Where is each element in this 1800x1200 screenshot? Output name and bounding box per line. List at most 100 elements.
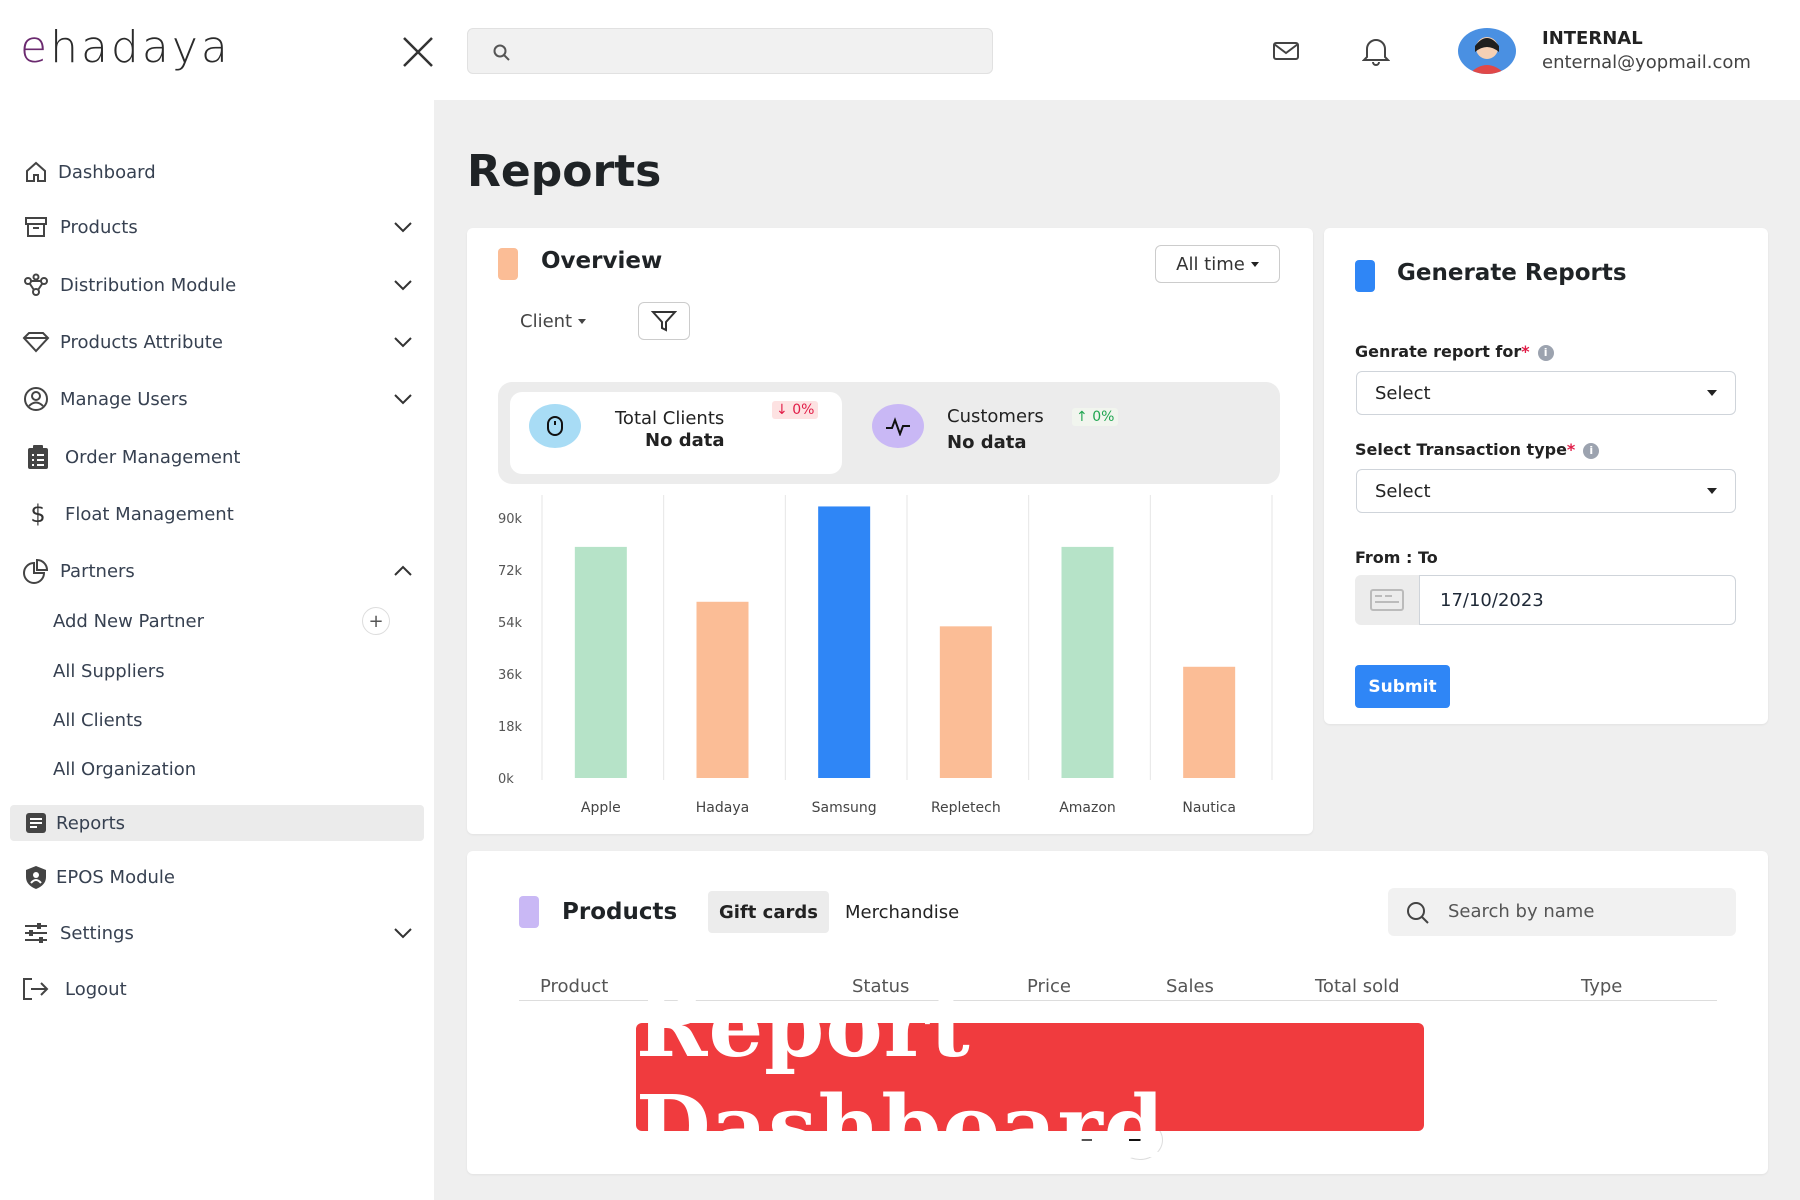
sidebar-item-label: Dashboard — [58, 161, 156, 183]
search-icon — [493, 44, 510, 61]
column-header-type[interactable]: Type — [1581, 976, 1623, 997]
search-icon — [1407, 902, 1429, 924]
sidebar-item-all-organization[interactable]: All Organization — [0, 747, 434, 791]
generate-title: Generate Reports — [1397, 260, 1627, 286]
column-header-price[interactable]: Price — [1027, 976, 1071, 997]
generate-marker — [1355, 260, 1375, 292]
filter-icon — [651, 311, 677, 332]
sidebar-item-all-suppliers[interactable]: All Suppliers — [0, 649, 434, 693]
bar-nautica[interactable] — [1183, 666, 1236, 778]
sidebar-item-products[interactable]: Products — [0, 205, 434, 249]
mail-icon[interactable] — [1272, 38, 1300, 64]
shield-icon — [22, 863, 50, 891]
filter-button[interactable] — [638, 302, 690, 340]
box-icon — [22, 213, 50, 241]
bar-apple[interactable] — [574, 546, 627, 778]
plus-icon[interactable]: + — [362, 607, 390, 635]
client-dropdown[interactable]: Client — [520, 305, 587, 337]
sidebar-item-label: Add New Partner — [53, 610, 204, 632]
bell-icon[interactable] — [1362, 36, 1390, 66]
column-header-status[interactable]: Status — [852, 976, 910, 997]
avatar[interactable] — [1458, 28, 1516, 74]
sidebar-item-label: All Suppliers — [53, 660, 165, 682]
sidebar-item-epos-module[interactable]: EPOS Module — [0, 855, 434, 899]
logout-icon — [22, 975, 50, 1003]
bar-amazon[interactable] — [1061, 546, 1114, 778]
tab-merchandise[interactable]: Merchandise — [845, 901, 960, 923]
sidebar-item-settings[interactable]: Settings — [0, 911, 434, 955]
caret-down-icon — [1707, 488, 1717, 494]
dollar-icon: $ — [30, 500, 46, 528]
submit-button[interactable]: Submit — [1355, 665, 1450, 708]
sidebar-item-order-management[interactable]: Order Management — [0, 435, 434, 479]
tab-gift-cards[interactable]: Gift cards — [708, 891, 829, 933]
x-tick-label: Hadaya — [696, 800, 749, 816]
arrow-down-icon: ↓ — [776, 402, 788, 418]
x-tick-label: Apple — [581, 800, 621, 816]
chevron-down-icon — [394, 928, 412, 939]
sidebar-item-manage-users[interactable]: Manage Users — [0, 377, 434, 421]
sidebar-item-partners[interactable]: Partners — [0, 549, 434, 593]
chevron-down-icon — [394, 280, 412, 291]
products-marker — [519, 896, 539, 928]
sidebar-item-label: Partners — [60, 560, 135, 582]
bar-chart: 90k 72k 54k 36k 18k 0k Apple Hadaya Samsung Reple… — [498, 495, 1273, 816]
sidebar-item-distribution-module[interactable]: Distribution Module — [0, 263, 434, 307]
sidebar-item-label: Float Management — [65, 503, 234, 525]
logo[interactable]: ehadaya — [20, 22, 231, 73]
sidebar-item-label: EPOS Module — [56, 866, 175, 888]
diamond-icon — [22, 328, 50, 356]
sidebar-item-products-attribute[interactable]: Products Attribute — [0, 320, 434, 364]
sidebar-item-float-management[interactable]: $ Float Management — [0, 492, 434, 536]
sidebar-item-reports[interactable]: Reports — [10, 805, 424, 841]
date-input[interactable]: 17/10/2023 — [1419, 575, 1736, 625]
chevron-down-icon — [394, 394, 412, 405]
x-tick-label: Repletech — [931, 800, 1001, 816]
caret-down-icon — [1707, 390, 1717, 396]
close-icon[interactable] — [398, 32, 438, 72]
sidebar-item-dashboard[interactable]: Dashboard — [0, 150, 434, 194]
bar-hadaya[interactable] — [696, 601, 749, 778]
products-title: Products — [562, 899, 678, 925]
transaction-type-select[interactable]: Select — [1356, 469, 1736, 513]
sidebar-item-add-new-partner[interactable]: Add New Partner + — [0, 599, 434, 643]
mouse-icon — [529, 404, 581, 448]
bar-repletech[interactable] — [939, 626, 992, 778]
sidebar-item-label: Reports — [56, 812, 126, 834]
arrow-left-icon — [1069, 1133, 1092, 1147]
y-tick-label: 90k — [498, 512, 523, 527]
prev-page-button[interactable] — [1058, 1120, 1104, 1160]
stat-value: No data — [947, 432, 1027, 453]
sidebar — [0, 100, 434, 1200]
y-tick-label: 18k — [498, 720, 523, 735]
x-tick-label: Nautica — [1182, 800, 1236, 816]
stat-label: Customers — [947, 406, 1044, 427]
sidebar-item-label: Distribution Module — [60, 274, 237, 296]
user-name: INTERNAL — [1542, 28, 1643, 49]
report-for-select[interactable]: Select — [1356, 371, 1736, 415]
sidebar-item-label: Manage Users — [60, 388, 188, 410]
overview-title: Overview — [541, 248, 663, 274]
time-range-dropdown[interactable]: All time — [1155, 245, 1280, 283]
calendar-icon[interactable] — [1355, 575, 1419, 625]
sidebar-item-logout[interactable]: Logout — [0, 967, 434, 1011]
y-tick-label: 0k — [498, 772, 514, 787]
arrow-up-icon: ↑ — [1076, 409, 1088, 425]
info-icon: i — [1583, 442, 1600, 459]
change-badge-down: ↓ 0% — [772, 401, 819, 419]
network-icon — [22, 271, 50, 299]
activity-icon — [872, 404, 924, 448]
column-header-sales[interactable]: Sales — [1166, 976, 1214, 997]
column-header-total-sold[interactable]: Total sold — [1315, 976, 1400, 997]
column-header-product[interactable]: Product — [540, 976, 609, 997]
page-title: Reports — [467, 146, 662, 197]
product-search-input[interactable]: Search by name — [1388, 888, 1736, 936]
chevron-down-icon — [394, 337, 412, 348]
top-search-input[interactable] — [467, 28, 993, 74]
caret-down-icon — [1250, 261, 1259, 267]
date-range-label: From : To — [1355, 548, 1438, 567]
home-icon — [22, 158, 50, 186]
bar-samsung[interactable] — [818, 506, 871, 778]
sidebar-item-all-clients[interactable]: All Clients — [0, 698, 434, 742]
user-email: enternal@yopmail.com — [1542, 52, 1751, 73]
